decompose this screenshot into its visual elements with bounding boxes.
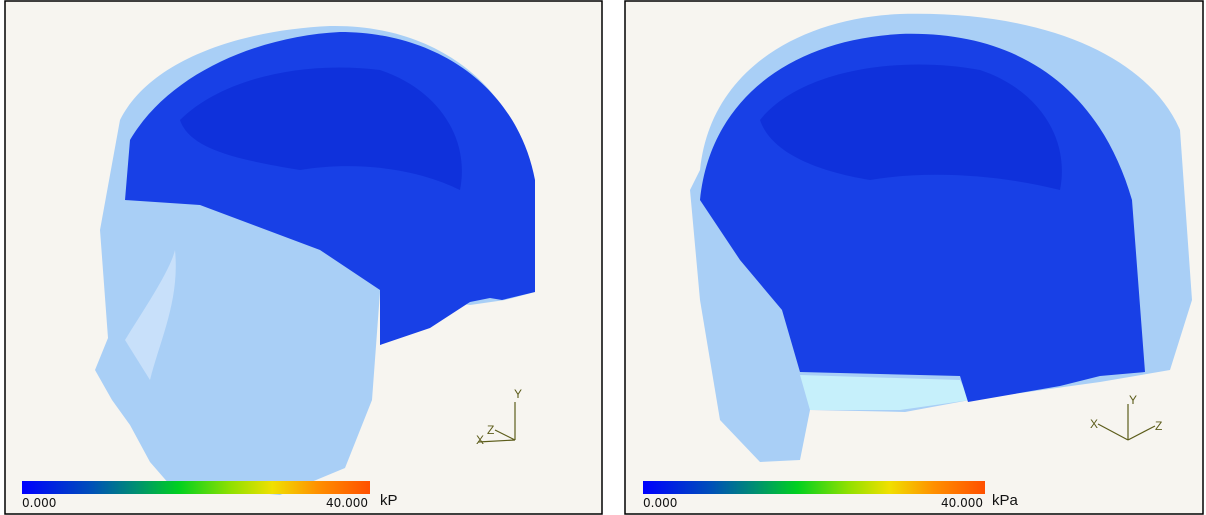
axis-label: Z: [1155, 419, 1162, 433]
colorbar: [643, 481, 985, 494]
axis-label: Z: [487, 423, 494, 437]
colorbar-max: 40.000: [941, 496, 983, 510]
axis-label: X: [1090, 417, 1098, 431]
axis-label: Y: [1129, 393, 1137, 407]
colorbar-unit: kPa: [992, 492, 1019, 509]
left-panel: 0.000 40.000 kP Y X Z: [5, 1, 602, 514]
axis-label: X: [476, 433, 484, 447]
screenshot: 0.000 40.000 kP Y X Z 0.000 40.000 kPa Y…: [0, 0, 1206, 515]
colorbar-min: 0.000: [643, 496, 677, 510]
colorbar-unit: kP: [380, 492, 398, 509]
axis-label: Y: [514, 387, 522, 401]
colorbar: [22, 481, 370, 494]
right-panel: 0.000 40.000 kPa Y X Z: [625, 1, 1203, 514]
page: 0.000 40.000 kP Y X Z 0.000 40.000 kPa Y…: [0, 0, 1206, 515]
colorbar-max: 40.000: [326, 496, 368, 510]
colorbar-min: 0.000: [22, 496, 56, 510]
